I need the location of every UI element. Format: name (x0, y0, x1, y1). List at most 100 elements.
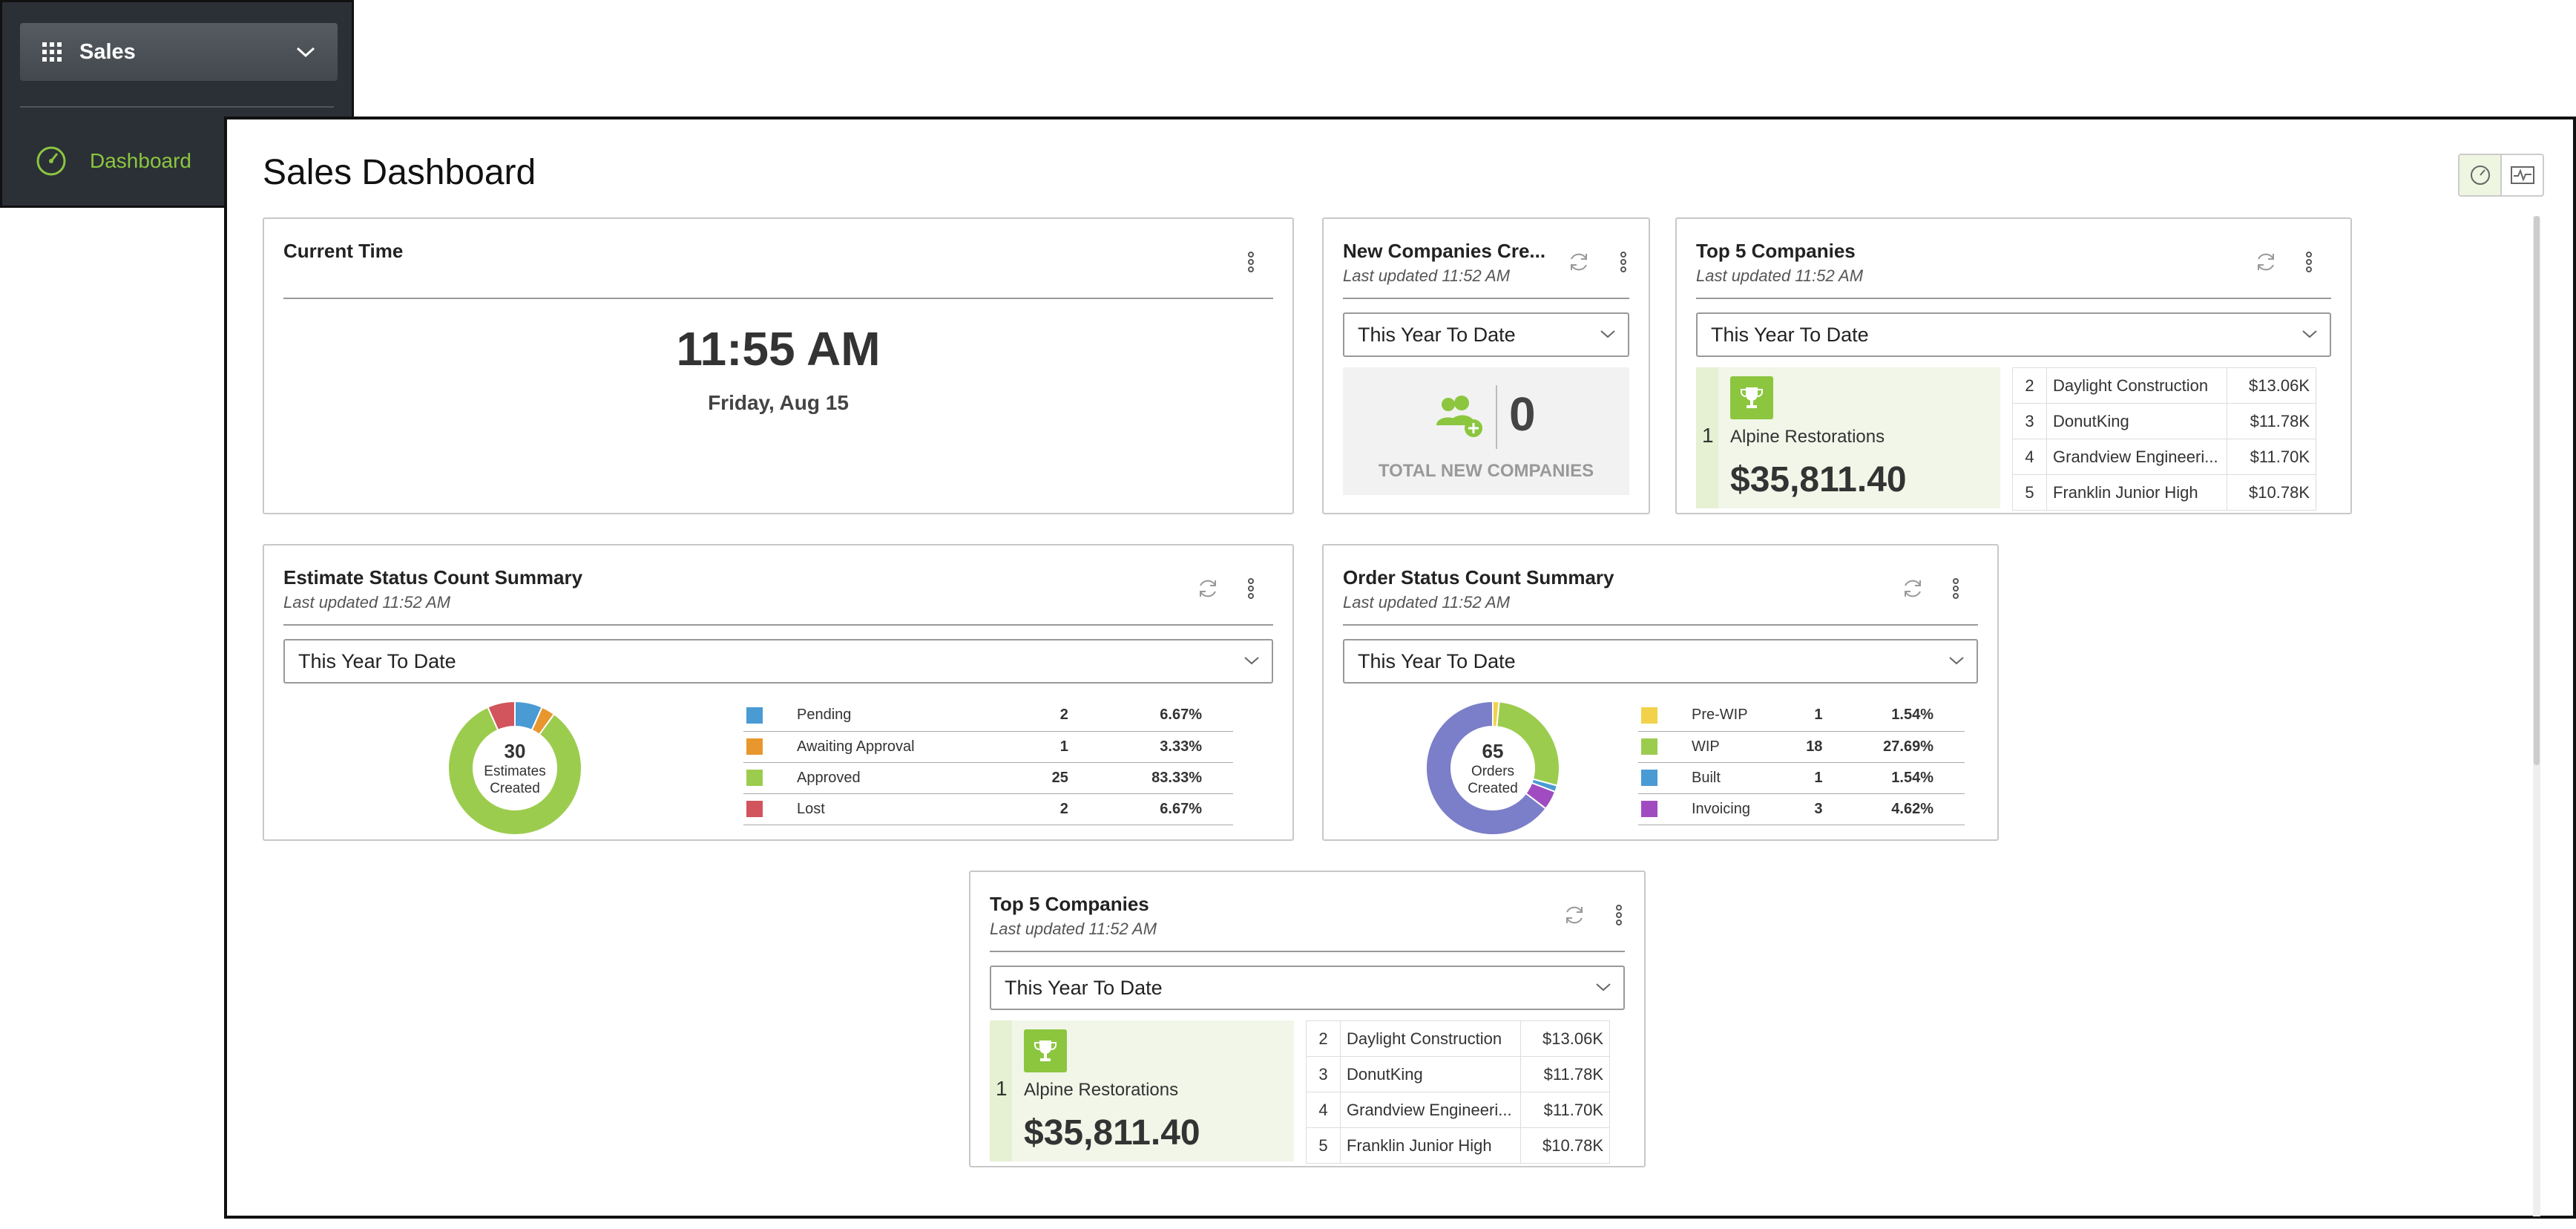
top-company-rank: 1 (1702, 424, 1714, 447)
table-row: 4 Grandview Engineeri... $11.70K (1306, 1092, 1610, 1128)
last-updated-text: Last updated 11:52 AM (283, 593, 451, 612)
company-cell: Daylight Construction (1340, 1020, 1521, 1057)
page-title: Sales Dashboard (263, 153, 536, 192)
legend-label: Lost (797, 793, 1035, 825)
top-company-amount: $35,811.40 (1024, 1113, 1200, 1153)
more-options-icon[interactable] (2297, 250, 2321, 274)
legend-swatch (1641, 707, 1657, 724)
legend-label: Pre-WIP (1692, 700, 1794, 732)
rank-cell: 2 (1306, 1020, 1341, 1057)
legend-swatch (746, 738, 763, 756)
estimate-status-widget: Estimate Status Count Summary Last updat… (263, 544, 1294, 841)
company-cell: DonutKing (1340, 1056, 1521, 1092)
value-cell: $13.06K (2227, 367, 2316, 404)
rank-cell: 4 (1306, 1092, 1341, 1128)
main-panel: Sales Dashboard Current Time 11:55 AM Fr… (224, 117, 2576, 1219)
refresh-icon[interactable] (1901, 577, 1925, 600)
top-company-card: 1 Alpine Restorations $35,811.40 (990, 1020, 1294, 1161)
activity-view-button[interactable] (2502, 155, 2543, 195)
date-range-select[interactable]: This Year To Date (1343, 312, 1629, 357)
pulse-icon (2510, 166, 2534, 184)
value-cell: $10.78K (2227, 474, 2316, 511)
more-options-icon[interactable] (1239, 250, 1263, 274)
table-row: 2 Daylight Construction $13.06K (2012, 367, 2316, 404)
refresh-icon[interactable] (1567, 250, 1591, 274)
current-time-widget: Current Time 11:55 AM Friday, Aug 15 (263, 217, 1294, 514)
rank-cell: 3 (1306, 1056, 1341, 1092)
legend-label: Approved (797, 762, 1035, 794)
orders-legend: Pre-WIP 1 1.54% WIP 18 27.69% Built 1 1.54% In… (1638, 700, 1965, 825)
company-cell: Grandview Engineeri... (1340, 1092, 1521, 1128)
chevron-down-icon (1600, 330, 1615, 338)
more-options-icon[interactable] (1239, 577, 1263, 600)
estimates-legend: Pending 2 6.67% Awaiting Approval 1 3.33% Ap… (743, 700, 1233, 825)
top-company-amount: $35,811.40 (1730, 460, 1907, 499)
legend-percent: 83.33% (1068, 762, 1233, 794)
widget-divider (1343, 624, 1978, 626)
widget-divider (990, 951, 1625, 952)
center-label-line1: Orders (1471, 763, 1515, 779)
total-count: 65 (1482, 739, 1504, 762)
legend-swatch (746, 770, 763, 787)
select-value: This Year To Date (1005, 976, 1163, 999)
sidebar-item-dashboard[interactable]: Dashboard (35, 145, 191, 177)
widget-title: Top 5 Companies (1696, 240, 1856, 262)
legend-percent: 3.33% (1068, 731, 1233, 763)
select-value: This Year To Date (1358, 649, 1516, 672)
table-row: 5 Franklin Junior High $10.78K (1306, 1127, 1610, 1164)
refresh-icon[interactable] (1196, 577, 1220, 600)
total-count: 30 (504, 739, 526, 762)
sidebar-divider (20, 106, 334, 108)
legend-percent: 27.69% (1822, 731, 1965, 763)
more-options-icon[interactable] (1607, 903, 1631, 927)
date-range-select[interactable]: This Year To Date (1696, 312, 2331, 357)
legend-swatch (1641, 738, 1657, 756)
date-range-select[interactable]: This Year To Date (1343, 639, 1978, 684)
date-range-select[interactable]: This Year To Date (990, 966, 1625, 1010)
legend-label: Invoicing (1692, 793, 1794, 825)
legend-row: Approved 25 83.33% (743, 762, 1233, 794)
last-updated-text: Last updated 11:52 AM (1696, 266, 1864, 285)
value-cell: $11.70K (2227, 439, 2316, 475)
center-label-line1: Estimates (484, 763, 546, 779)
donut-center-label: 30 Estimates Created (447, 700, 583, 836)
legend-percent: 6.67% (1068, 793, 1233, 825)
company-cell: Franklin Junior High (2046, 474, 2227, 511)
refresh-icon[interactable] (1563, 903, 1586, 927)
widget-divider (283, 624, 1273, 626)
company-cell: Grandview Engineeri... (2046, 439, 2227, 475)
legend-count: 1 (1793, 762, 1823, 794)
legend-row: Pre-WIP 1 1.54% (1638, 700, 1965, 732)
legend-count: 1 (1793, 700, 1823, 732)
widget-title: Estimate Status Count Summary (283, 566, 583, 589)
new-companies-widget: New Companies Cre... Last updated 11:52 … (1322, 217, 1650, 514)
new-companies-count: 0 (1509, 387, 1536, 441)
table-row: 2 Daylight Construction $13.06K (1306, 1020, 1610, 1057)
legend-swatch (746, 707, 763, 724)
app-switcher-button[interactable]: Sales (20, 23, 338, 81)
current-date-value: Friday, Aug 15 (708, 391, 849, 414)
more-options-icon[interactable] (1944, 577, 1968, 600)
widget-divider (1696, 298, 2331, 299)
rank-bar (990, 1020, 1012, 1161)
donut-slice-lost[interactable] (487, 700, 516, 732)
select-value: This Year To Date (298, 649, 456, 672)
dashboard-view-button[interactable] (2460, 155, 2502, 195)
donut-slice[interactable] (1425, 700, 1547, 836)
legend-count: 1 (1034, 731, 1068, 763)
company-cell: Franklin Junior High (1340, 1127, 1521, 1164)
summary-divider (1496, 385, 1497, 449)
widget-title: Order Status Count Summary (1343, 566, 1614, 589)
rank-cell: 4 (2012, 439, 2047, 475)
sidebar-item-label: Dashboard (90, 149, 191, 172)
gauge-icon (2470, 165, 2490, 185)
refresh-icon[interactable] (2254, 250, 2278, 274)
more-options-icon[interactable] (1611, 250, 1635, 274)
date-range-select[interactable]: This Year To Date (283, 639, 1273, 684)
view-toggle (2458, 154, 2544, 197)
scrollbar[interactable] (2533, 216, 2540, 1216)
scrollbar-thumb[interactable] (2534, 216, 2540, 765)
donut-slice-approved[interactable] (447, 706, 582, 836)
table-row: 3 DonutKing $11.78K (2012, 403, 2316, 439)
company-cell: Daylight Construction (2046, 367, 2227, 404)
